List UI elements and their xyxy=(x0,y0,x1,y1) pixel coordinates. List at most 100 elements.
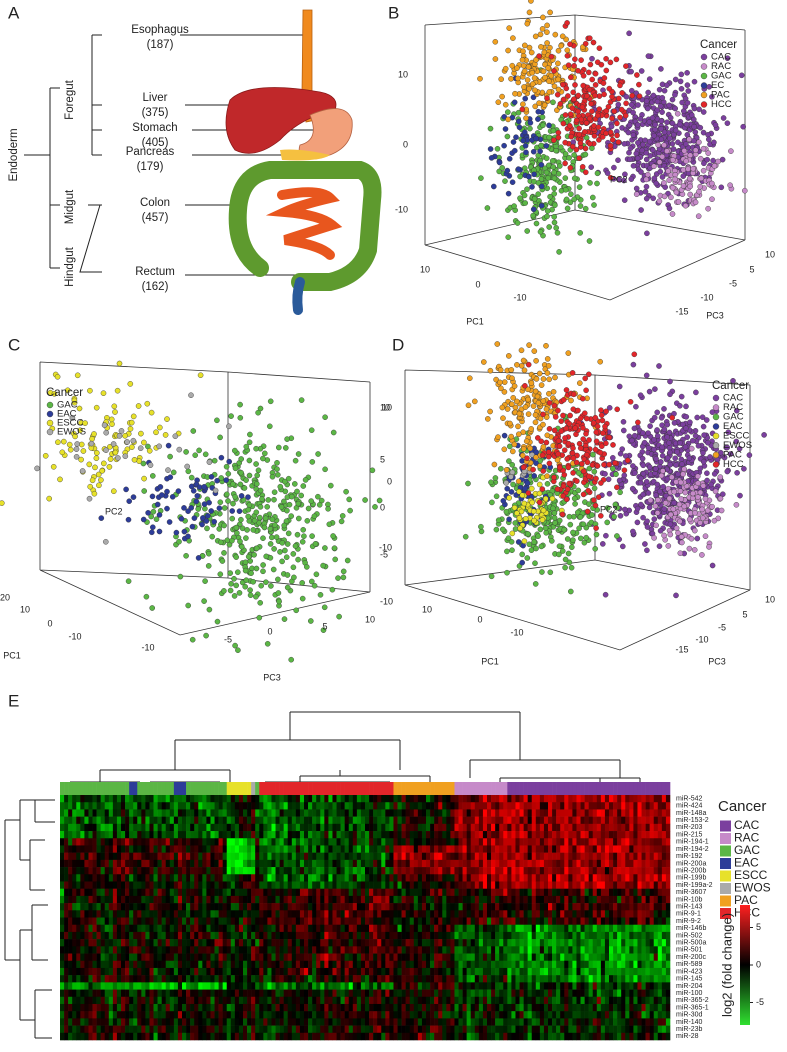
point xyxy=(290,564,297,571)
point xyxy=(661,406,667,412)
point xyxy=(678,71,685,78)
point xyxy=(144,400,151,407)
heat-cell xyxy=(247,831,252,839)
heat-cell xyxy=(92,888,97,897)
point xyxy=(211,518,217,525)
point xyxy=(241,485,248,491)
point xyxy=(230,481,236,487)
heat-cell xyxy=(194,939,199,947)
point xyxy=(82,420,88,426)
point xyxy=(501,379,508,385)
point xyxy=(166,519,173,525)
point xyxy=(614,120,620,127)
point xyxy=(518,347,525,354)
heat-cell xyxy=(173,967,179,976)
point xyxy=(343,488,349,495)
point xyxy=(521,367,528,374)
point xyxy=(516,124,523,131)
point xyxy=(661,87,668,94)
heat-cell xyxy=(141,931,146,940)
point xyxy=(156,528,163,535)
point xyxy=(512,147,518,154)
point xyxy=(546,134,553,141)
point xyxy=(560,120,567,127)
heat-cell xyxy=(121,967,126,976)
point xyxy=(112,409,118,415)
point xyxy=(520,63,527,69)
heat-cell xyxy=(80,982,85,990)
point xyxy=(248,570,254,577)
point xyxy=(538,543,545,550)
heat-cell xyxy=(234,953,240,962)
heat-cell xyxy=(194,903,199,911)
point xyxy=(631,425,638,432)
point xyxy=(666,495,673,502)
point xyxy=(556,249,562,255)
heat-cell xyxy=(165,946,171,954)
heat-cell xyxy=(173,989,179,998)
point xyxy=(616,95,622,102)
heat-cell xyxy=(202,917,207,926)
heat-cell xyxy=(72,881,77,889)
heat-cell xyxy=(64,888,69,897)
point xyxy=(702,495,709,502)
heat-cell xyxy=(194,888,199,897)
point xyxy=(552,31,559,38)
heat-cell xyxy=(234,1032,240,1041)
point xyxy=(575,487,582,494)
column-group-bar xyxy=(129,782,134,795)
point xyxy=(295,500,302,507)
point xyxy=(605,476,612,483)
point xyxy=(267,526,274,532)
heat-cell xyxy=(92,910,97,918)
heat-cell xyxy=(161,1003,167,1012)
point xyxy=(87,387,93,394)
heat-cell xyxy=(238,1018,244,1026)
point xyxy=(602,471,608,477)
point xyxy=(530,148,537,155)
point xyxy=(103,539,109,545)
point xyxy=(720,115,727,121)
column-group-bar xyxy=(230,782,236,795)
heat-cell xyxy=(243,809,248,817)
heat-cell xyxy=(202,910,207,918)
point xyxy=(593,525,599,531)
heat-cell xyxy=(238,874,244,882)
heat-cell xyxy=(84,1003,89,1012)
heat-cell xyxy=(222,989,228,998)
point xyxy=(594,170,601,177)
point xyxy=(465,402,472,409)
heat-cell xyxy=(68,809,73,817)
point xyxy=(260,562,266,568)
point xyxy=(148,513,154,520)
point xyxy=(130,413,137,420)
point xyxy=(130,437,137,444)
heat-cell xyxy=(121,989,126,998)
point xyxy=(340,574,347,581)
heat-cell xyxy=(92,838,97,846)
point xyxy=(551,83,558,90)
point xyxy=(560,412,566,419)
point xyxy=(642,541,648,547)
point xyxy=(251,552,257,558)
point xyxy=(700,515,706,521)
heat-cell xyxy=(169,960,175,969)
point xyxy=(709,503,715,510)
heat-cell xyxy=(214,996,219,1005)
heat-cell xyxy=(121,939,126,947)
point xyxy=(135,403,142,409)
point xyxy=(531,517,537,524)
heat-cell xyxy=(226,989,232,998)
heat-cell xyxy=(222,1025,228,1034)
heat-cell xyxy=(226,917,232,926)
heat-cell xyxy=(145,989,150,998)
point xyxy=(80,448,87,454)
point xyxy=(230,500,236,507)
point xyxy=(234,530,240,536)
point xyxy=(632,432,638,439)
point xyxy=(614,132,620,139)
point xyxy=(554,229,561,236)
point xyxy=(480,359,487,365)
point xyxy=(101,460,107,467)
heat-cell xyxy=(210,1011,215,1019)
